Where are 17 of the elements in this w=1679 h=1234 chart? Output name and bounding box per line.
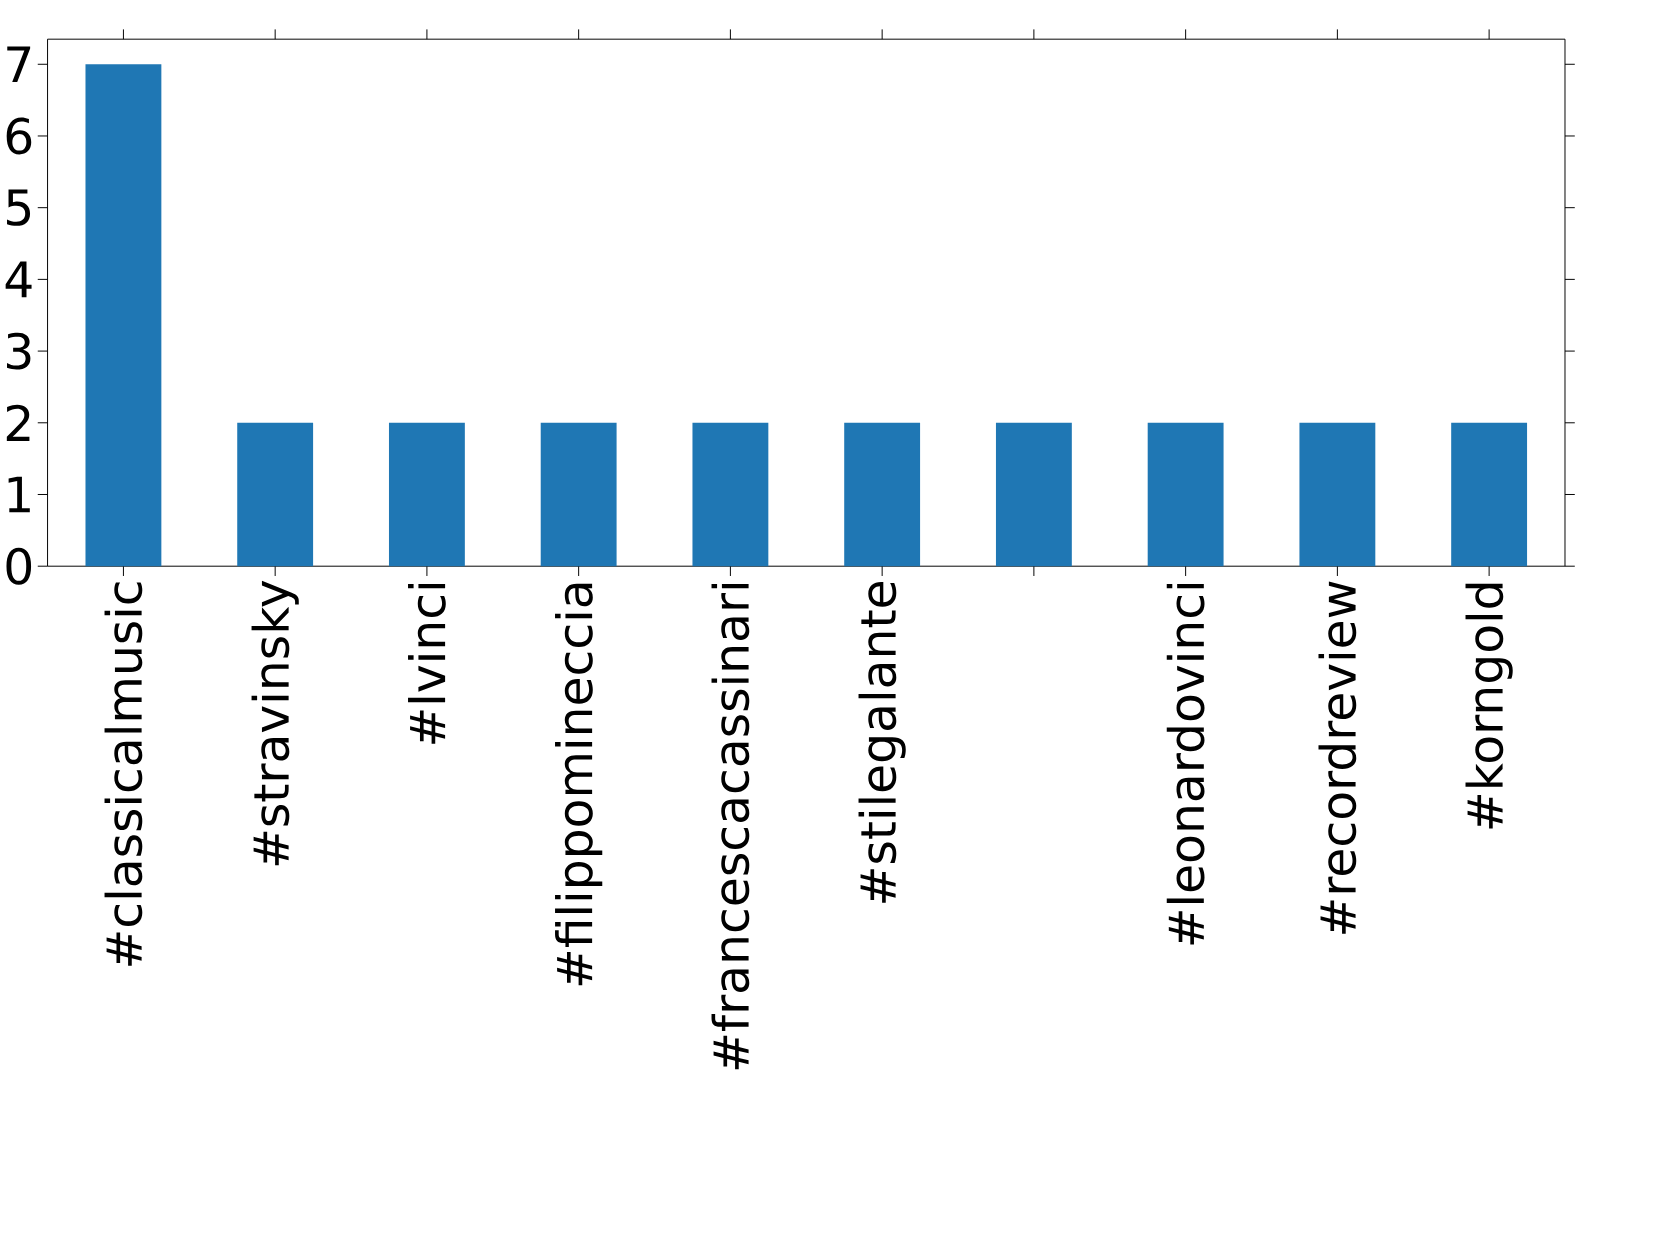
x-tick-label: #francescacassinari — [711, 583, 750, 1070]
y-tick-label: 1 — [8, 476, 30, 513]
x-tick-label: #recordreview — [1318, 581, 1357, 934]
x-tick-label: #filippomineccia — [555, 583, 603, 986]
y-tick-label: 6 — [6, 117, 32, 155]
x-tick-label: #leonardovinci — [1166, 583, 1205, 945]
x-tick-label: #korngold — [1465, 583, 1513, 829]
x-tick-label: #stravinsky — [251, 580, 299, 866]
y-tick-label: 2 — [6, 404, 30, 441]
y-tick-label: 4 — [5, 261, 32, 298]
y-tick-label: 5 — [7, 189, 31, 226]
x-tick-label: #classicalmusic — [104, 582, 143, 966]
y-tick-label: 0 — [6, 547, 32, 585]
y-tick-label: 7 — [7, 46, 31, 82]
x-tick-label: #stilegalante — [858, 581, 906, 903]
x-tick-label: #lvinci — [408, 583, 446, 744]
y-tick-label: 3 — [6, 332, 31, 370]
